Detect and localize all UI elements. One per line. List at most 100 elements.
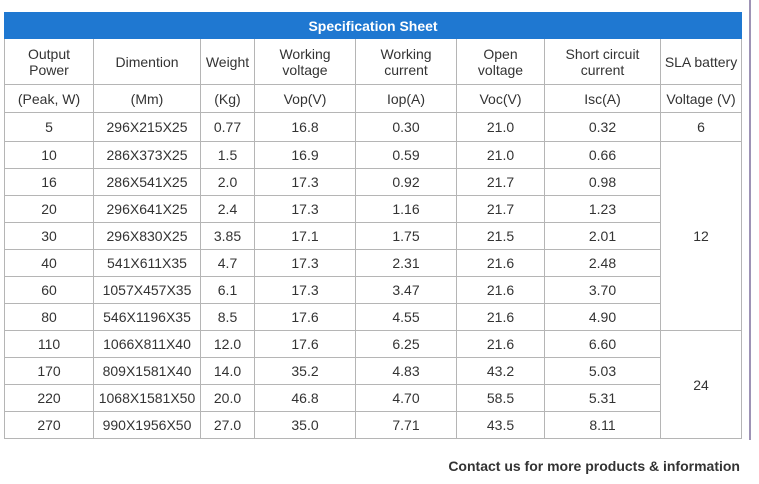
data-cell: 20.0: [200, 384, 255, 412]
data-cell: 21.6: [456, 303, 545, 331]
data-cell: 5.03: [544, 357, 661, 385]
data-cell: 16: [4, 168, 94, 196]
unit-cell: (Mm): [93, 84, 201, 113]
data-cell: 60: [4, 276, 94, 304]
table-row: 10 286X373X25 1.5 16.9 0.59 21.0 0.66 12: [4, 141, 743, 331]
table-row: (Peak, W) (Mm) (Kg) Vop(V) Iop(A) Voc(V) Isc(A…: [4, 84, 743, 113]
table-row: 110 1066X811X40 12.0 17.6 6.25 21.6 6.60 24: [4, 330, 743, 439]
table-row: 16 286X541X25 2.0 17.3 0.92 21.7 0.98: [4, 168, 742, 196]
data-cell: 6.25: [355, 330, 457, 358]
data-cell: 0.98: [544, 168, 661, 196]
unit-cell: Voltage (V): [659, 84, 743, 113]
spec-table: Specification Sheet Output Power Dimentio…: [3, 12, 743, 439]
data-cell: 1057X457X35: [93, 276, 201, 304]
data-cell: 1.16: [355, 195, 457, 223]
data-cell: 0.66: [544, 141, 661, 169]
data-cell: 2.31: [355, 249, 457, 277]
data-cell: 43.2: [456, 357, 545, 385]
table-row: 80 546X1196X35 8.5 17.6 4.55 21.6 4.90: [4, 303, 742, 331]
data-cell: 21.6: [456, 276, 545, 304]
data-cell: 0.92: [355, 168, 457, 196]
data-cell: 809X1581X40: [93, 357, 201, 385]
data-cell: 17.6: [254, 303, 356, 331]
data-cell: 21.7: [456, 195, 545, 223]
data-cell: 296X215X25: [93, 112, 201, 142]
data-cell: 270: [4, 411, 94, 439]
data-cell: 58.5: [456, 384, 545, 412]
divider: [749, 0, 751, 440]
unit-cell: Voc(V): [456, 84, 545, 113]
data-cell: 1066X811X40: [93, 330, 201, 358]
table-body: Specification Sheet Output Power Dimentio…: [3, 12, 743, 439]
data-cell: 4.90: [544, 303, 661, 331]
unit-cell: (Kg): [200, 84, 255, 113]
data-cell: 5.31: [544, 384, 661, 412]
data-cell: 296X830X25: [93, 222, 201, 250]
data-cell: 27.0: [200, 411, 255, 439]
data-cell: 21.6: [456, 249, 545, 277]
data-cell: 17.3: [254, 249, 356, 277]
battery-cell: 6: [659, 112, 743, 142]
data-cell: 4.70: [355, 384, 457, 412]
data-cell: 541X611X35: [93, 249, 201, 277]
data-cell: 21.6: [456, 330, 545, 358]
data-cell: 8.11: [544, 411, 661, 439]
data-cell: 40: [4, 249, 94, 277]
header-cell: Working voltage: [254, 38, 356, 85]
data-cell: 17.6: [254, 330, 356, 358]
unit-cell: Isc(A): [544, 84, 661, 113]
spec-sheet: Specification Sheet Output Power Dimentio…: [3, 12, 743, 439]
header-cell: Working current: [355, 38, 457, 85]
data-cell: 20: [4, 195, 94, 223]
data-cell: 1068X1581X50: [93, 384, 201, 412]
data-cell: 546X1196X35: [93, 303, 201, 331]
table-row: 40 541X611X35 4.7 17.3 2.31 21.6 2.48: [4, 249, 742, 277]
data-cell: 0.77: [200, 112, 255, 142]
data-cell: 21.0: [456, 112, 545, 142]
data-cell: 2.01: [544, 222, 661, 250]
battery-cell: 24: [659, 330, 743, 439]
data-cell: 21.7: [456, 168, 545, 196]
data-cell: 2.48: [544, 249, 661, 277]
unit-cell: (Peak, W): [4, 84, 94, 113]
data-cell: 4.7: [200, 249, 255, 277]
table-row: 60 1057X457X35 6.1 17.3 3.47 21.6 3.70: [4, 276, 742, 304]
data-cell: 2.4: [200, 195, 255, 223]
data-cell: 17.3: [254, 276, 356, 304]
data-cell: 4.55: [355, 303, 457, 331]
data-cell: 5: [4, 112, 94, 142]
header-cell: Output Power: [4, 38, 94, 85]
unit-cell: Iop(A): [355, 84, 457, 113]
data-cell: 10: [4, 141, 94, 169]
data-cell: 0.59: [355, 141, 457, 169]
data-cell: 2.0: [200, 168, 255, 196]
battery-cell: 12: [659, 141, 743, 331]
table-title: Specification Sheet: [3, 12, 743, 39]
data-cell: 3.85: [200, 222, 255, 250]
data-cell: 286X541X25: [93, 168, 201, 196]
data-cell: 3.47: [355, 276, 457, 304]
data-cell: 170: [4, 357, 94, 385]
table-row: 20 296X641X25 2.4 17.3 1.16 21.7 1.23: [4, 195, 742, 223]
data-cell: 7.71: [355, 411, 457, 439]
data-cell: 4.83: [355, 357, 457, 385]
data-cell: 30: [4, 222, 94, 250]
data-cell: 1.5: [200, 141, 255, 169]
data-cell: 990X1956X50: [93, 411, 201, 439]
data-cell: 16.8: [254, 112, 356, 142]
header-cell: Dimention: [93, 38, 201, 85]
header-cell: Weight: [200, 38, 255, 85]
table-row: 220 1068X1581X50 20.0 46.8 4.70 58.5 5.31: [4, 384, 742, 412]
data-cell: 110: [4, 330, 94, 358]
data-cell: 14.0: [200, 357, 255, 385]
data-cell: 43.5: [456, 411, 545, 439]
data-cell: 46.8: [254, 384, 356, 412]
header-cell: Open voltage: [456, 38, 545, 85]
table-row: 5 296X215X25 0.77 16.8 0.30 21.0 0.32 6: [4, 112, 743, 142]
data-cell: 1.23: [544, 195, 661, 223]
data-cell: 35.2: [254, 357, 356, 385]
data-cell: 80: [4, 303, 94, 331]
data-cell: 17.3: [254, 168, 356, 196]
data-cell: 6.60: [544, 330, 661, 358]
